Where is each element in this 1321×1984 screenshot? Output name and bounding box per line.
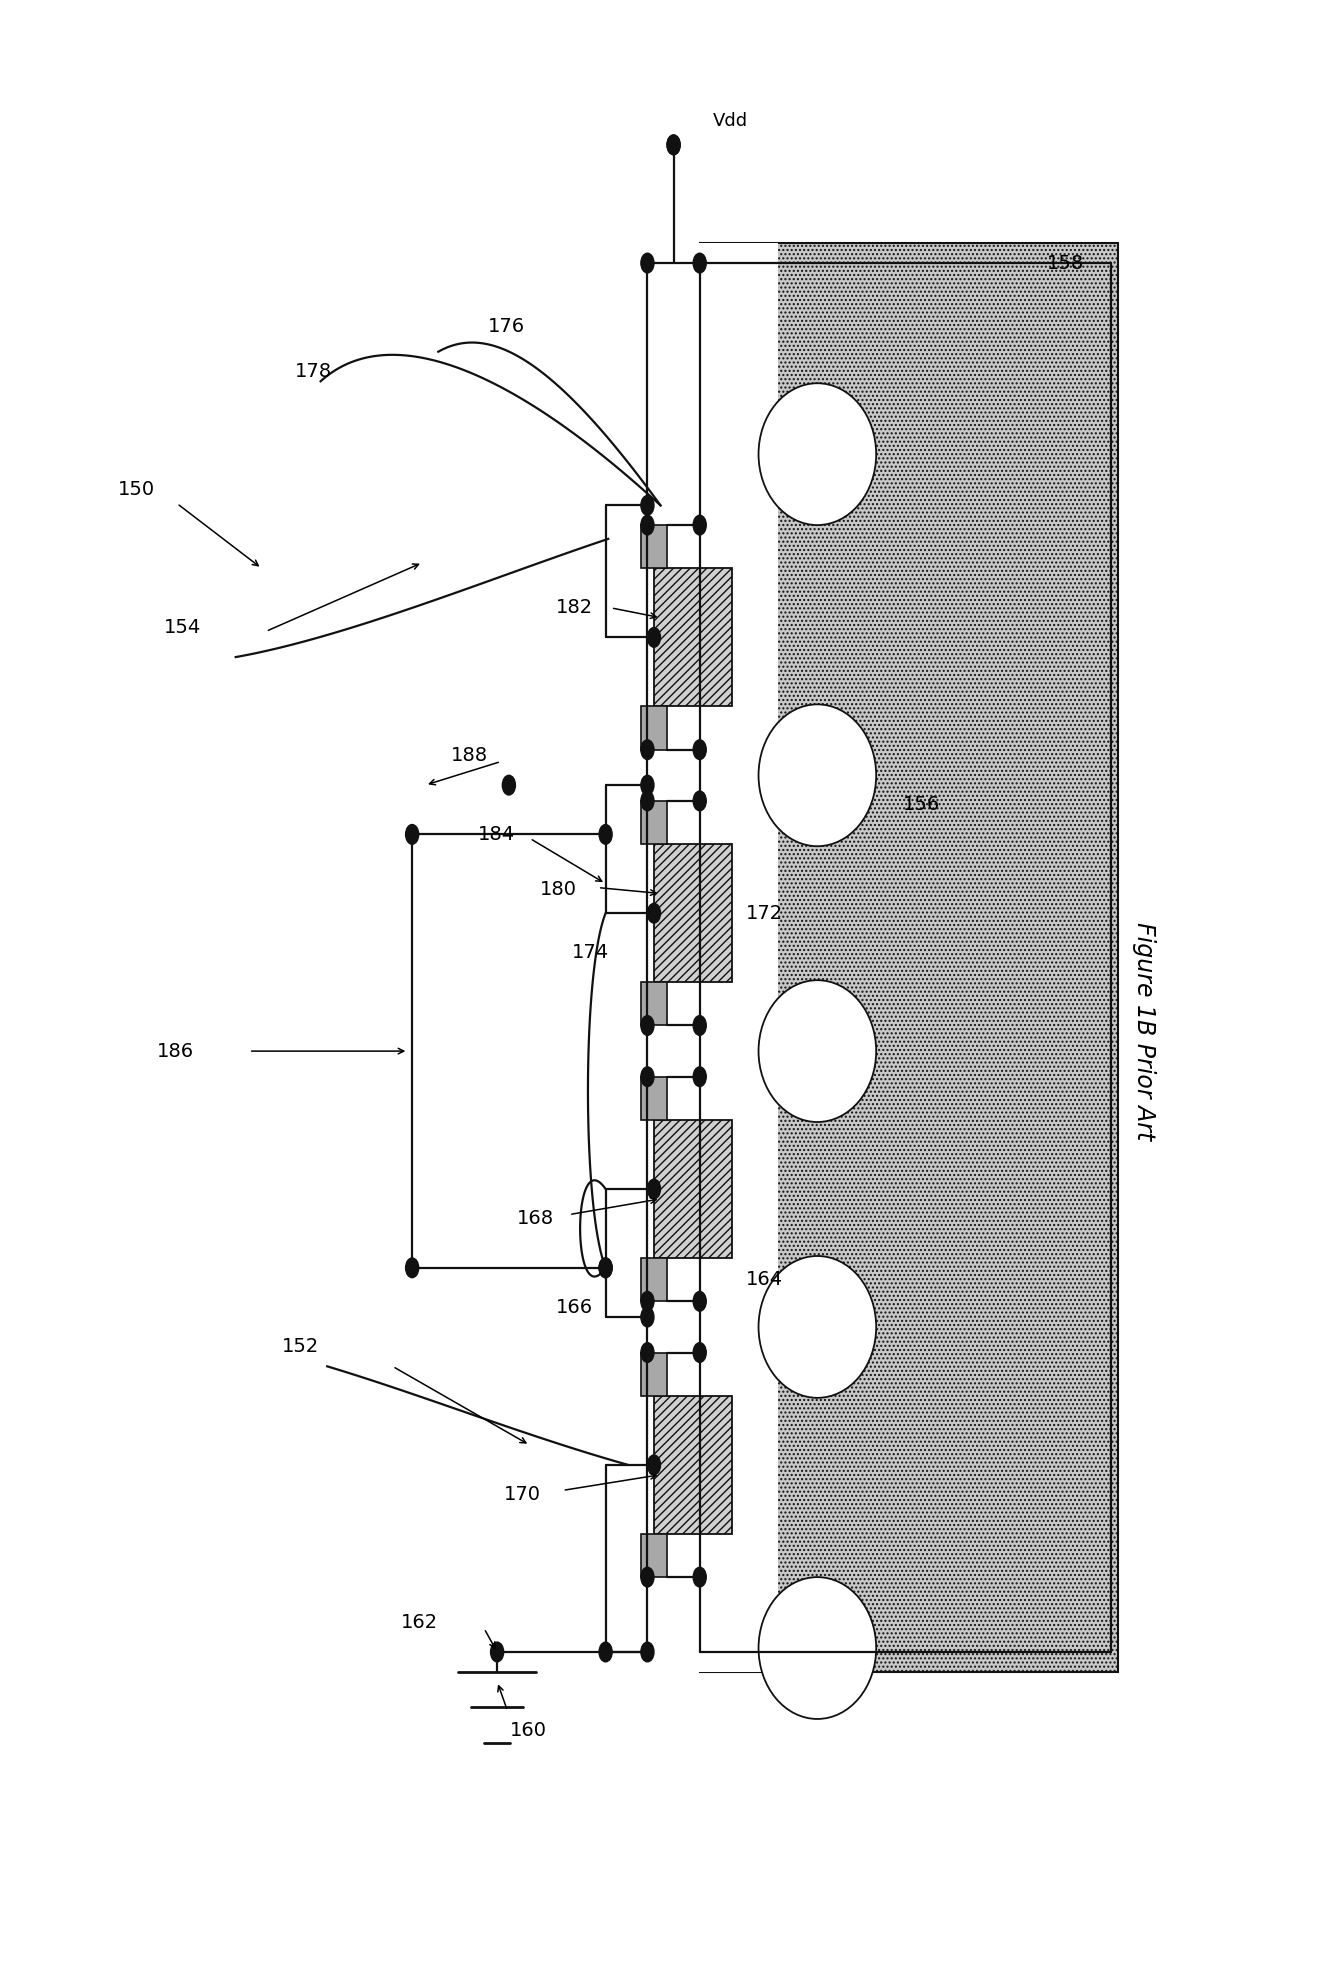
Text: Figure 1B Prior Art: Figure 1B Prior Art <box>1132 923 1156 1141</box>
Circle shape <box>647 1178 660 1198</box>
Ellipse shape <box>758 704 876 847</box>
Circle shape <box>647 1454 660 1474</box>
Circle shape <box>641 1307 654 1327</box>
Text: 184: 184 <box>477 825 515 843</box>
Text: 166: 166 <box>556 1298 593 1317</box>
Bar <box>641 982 667 1026</box>
Bar <box>700 244 778 1673</box>
Text: 176: 176 <box>487 317 524 335</box>
Bar <box>654 845 732 982</box>
Circle shape <box>406 825 419 845</box>
Bar <box>641 802 667 845</box>
Text: 150: 150 <box>118 480 155 500</box>
Text: 170: 170 <box>503 1484 540 1504</box>
Text: 188: 188 <box>452 746 489 766</box>
Bar <box>641 526 667 569</box>
Bar <box>700 244 1118 1673</box>
Circle shape <box>694 1292 707 1311</box>
Text: 152: 152 <box>281 1337 318 1357</box>
Text: Vdd: Vdd <box>713 113 748 131</box>
Circle shape <box>694 1067 707 1087</box>
Circle shape <box>641 1067 654 1087</box>
Bar <box>641 1258 667 1302</box>
Circle shape <box>598 1258 612 1278</box>
Text: 180: 180 <box>540 881 577 899</box>
Bar <box>641 244 720 1673</box>
Circle shape <box>598 1258 612 1278</box>
Bar <box>654 569 732 706</box>
Circle shape <box>647 627 660 647</box>
Text: 182: 182 <box>556 599 593 617</box>
Circle shape <box>641 496 654 516</box>
Circle shape <box>598 825 612 845</box>
Bar <box>641 1077 667 1121</box>
Circle shape <box>667 135 680 155</box>
Ellipse shape <box>758 1577 876 1718</box>
Bar <box>641 706 667 750</box>
Text: 156: 156 <box>904 796 941 813</box>
Circle shape <box>490 1643 503 1663</box>
Circle shape <box>694 1343 707 1363</box>
Bar <box>654 1121 732 1258</box>
Circle shape <box>641 1343 654 1363</box>
Ellipse shape <box>758 980 876 1123</box>
Circle shape <box>694 516 707 536</box>
Text: 158: 158 <box>1048 254 1085 272</box>
Text: 186: 186 <box>157 1042 194 1061</box>
Text: 164: 164 <box>745 1270 782 1290</box>
Text: 168: 168 <box>517 1208 553 1228</box>
Bar <box>641 1353 667 1397</box>
Circle shape <box>694 792 707 811</box>
Circle shape <box>598 1643 612 1663</box>
Circle shape <box>406 1258 419 1278</box>
Bar <box>654 1397 732 1534</box>
Circle shape <box>641 792 654 811</box>
Circle shape <box>647 903 660 923</box>
Text: 172: 172 <box>745 903 782 923</box>
Text: 178: 178 <box>295 361 332 381</box>
Circle shape <box>641 1292 654 1311</box>
Text: 154: 154 <box>164 619 201 637</box>
Circle shape <box>667 135 680 155</box>
Circle shape <box>694 254 707 274</box>
Circle shape <box>694 1016 707 1036</box>
Circle shape <box>502 776 515 796</box>
Text: 174: 174 <box>572 942 609 962</box>
Circle shape <box>641 740 654 760</box>
Circle shape <box>641 776 654 796</box>
Bar <box>641 1534 667 1577</box>
Circle shape <box>641 1016 654 1036</box>
Ellipse shape <box>758 383 876 526</box>
Circle shape <box>641 1567 654 1587</box>
Circle shape <box>641 254 654 274</box>
Circle shape <box>641 516 654 536</box>
Circle shape <box>694 1567 707 1587</box>
Ellipse shape <box>758 1256 876 1399</box>
Text: 162: 162 <box>402 1613 439 1633</box>
Circle shape <box>641 1643 654 1663</box>
Text: 160: 160 <box>510 1722 547 1740</box>
Circle shape <box>694 740 707 760</box>
